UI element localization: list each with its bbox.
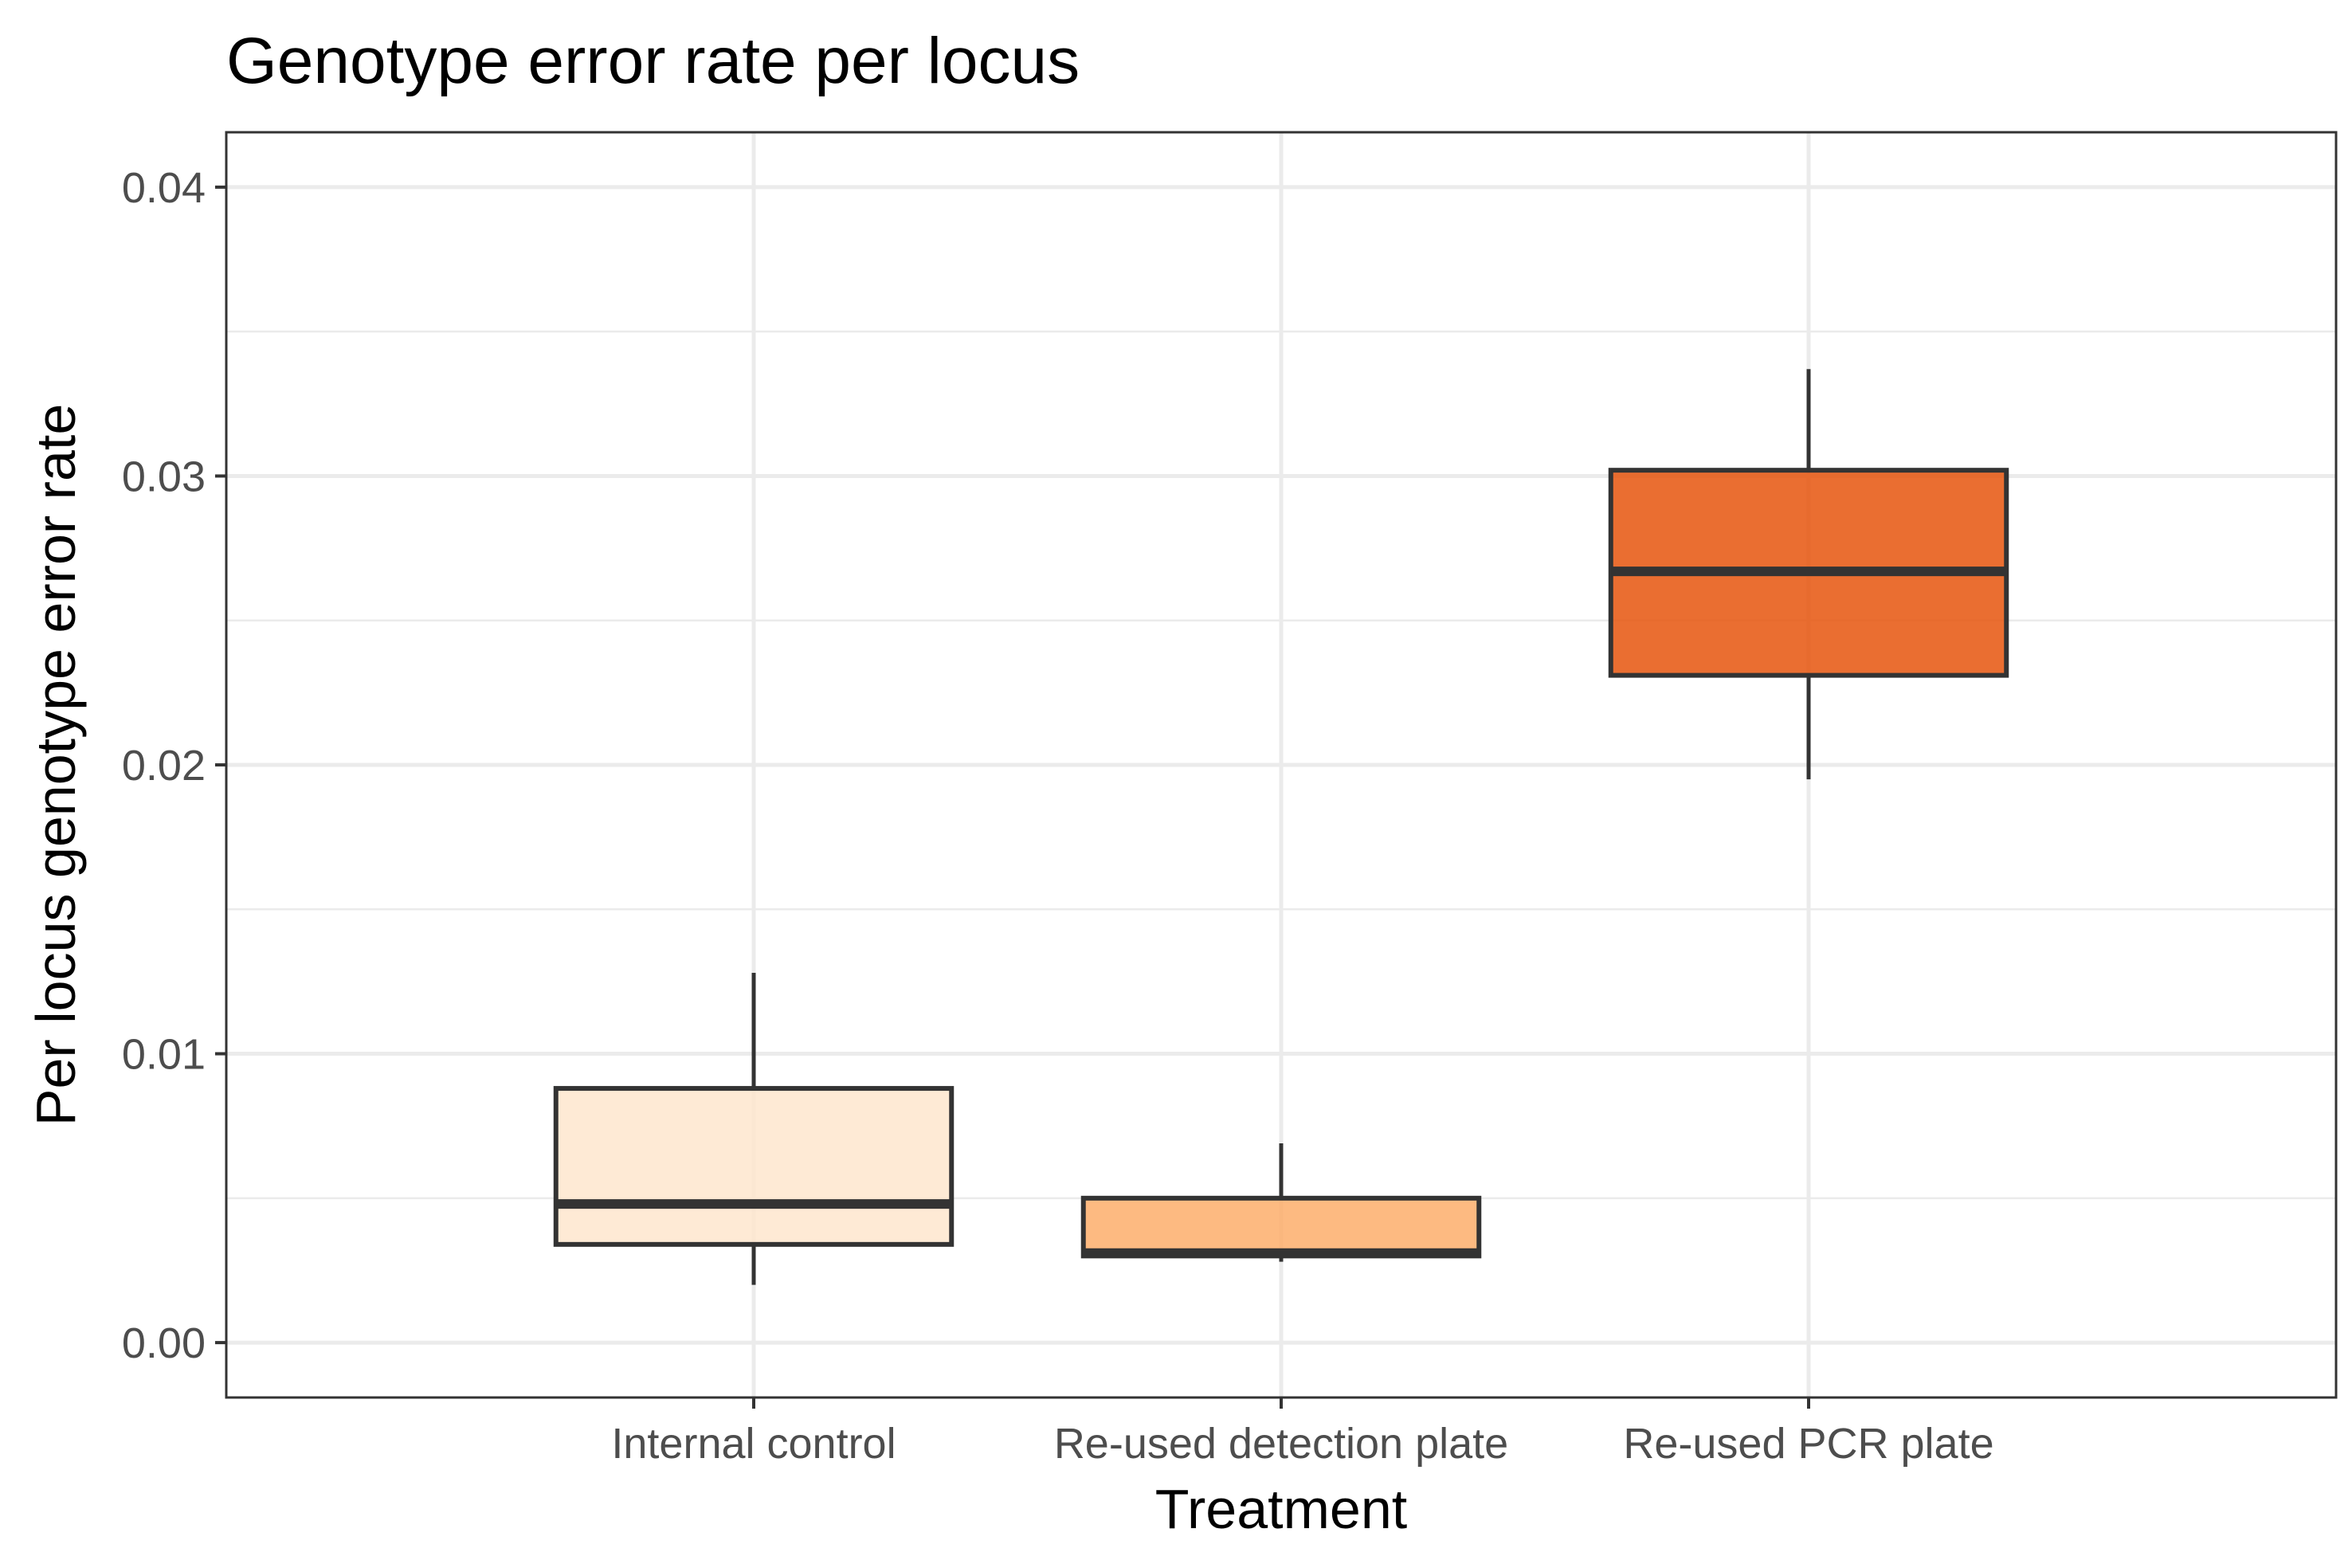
y-axis-title: Per locus genotype error rate xyxy=(25,404,87,1127)
y-tick-label: 0.03 xyxy=(122,453,206,500)
y-axis: 0.00 0.01 0.02 0.03 0.04 xyxy=(122,164,226,1367)
y-tick-label: 0.01 xyxy=(122,1031,206,1079)
box-series xyxy=(553,369,2009,1285)
y-tick-label: 0.02 xyxy=(122,742,206,790)
x-tick-label: Re-used PCR plate xyxy=(1623,1420,1993,1468)
box-internal-control xyxy=(553,973,955,1285)
y-tick-label: 0.00 xyxy=(122,1319,206,1367)
x-axis-title: Treatment xyxy=(1155,1478,1407,1540)
chart-title: Genotype error rate per locus xyxy=(226,25,1080,97)
box-re-used-pcr-plate xyxy=(1608,369,2009,780)
x-tick-label: Re-used detection plate xyxy=(1054,1420,1508,1468)
x-axis: Internal control Re-used detection plate R… xyxy=(611,1397,1994,1468)
box-iqr xyxy=(553,1086,955,1247)
x-tick-label: Internal control xyxy=(611,1420,896,1468)
box-iqr xyxy=(1080,1195,1482,1259)
box-re-used-detection-plate xyxy=(1080,1143,1482,1262)
y-tick-label: 0.04 xyxy=(122,164,206,212)
